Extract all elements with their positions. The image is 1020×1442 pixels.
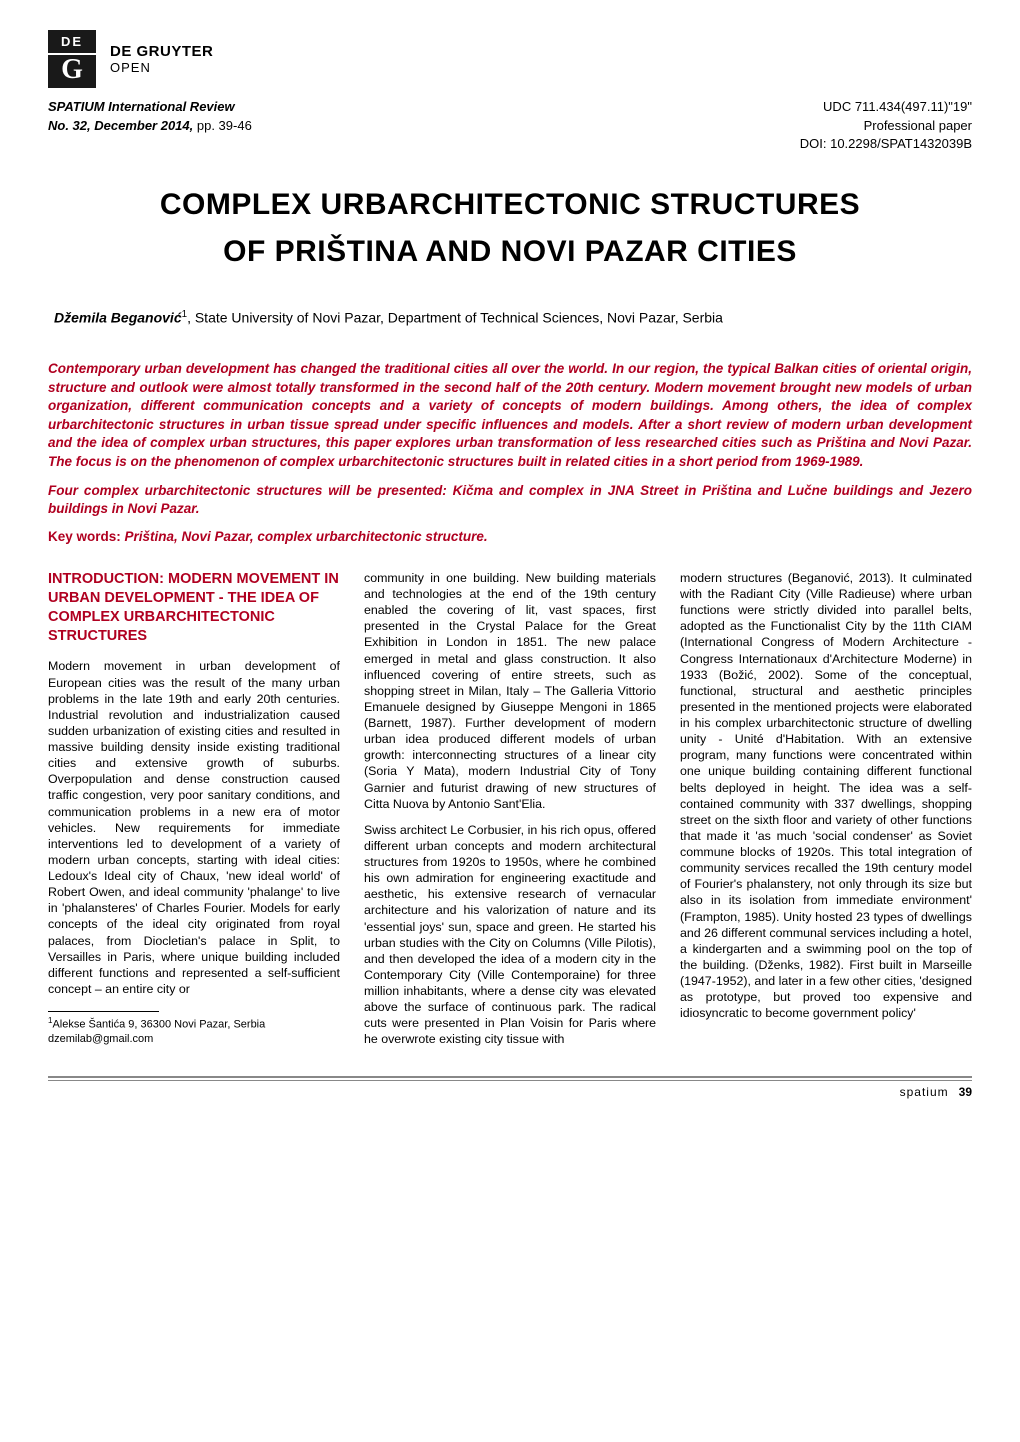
header-right: UDC 711.434(497.11)"19" Professional pap… <box>800 98 972 155</box>
udc: UDC 711.434(497.11)"19" <box>800 98 972 117</box>
footnote-divider <box>48 1011 159 1012</box>
header-row: SPATIUM International Review No. 32, Dec… <box>48 98 972 155</box>
page-footer: spatium 39 <box>48 1076 972 1099</box>
abstract-p1: Contemporary urban development has chang… <box>48 360 972 472</box>
abstract: Contemporary urban development has chang… <box>48 360 972 519</box>
title-line-2: OF PRIŠTINA AND NOVI PAZAR CITIES <box>223 235 797 268</box>
column-3: modern structures (Beganović, 2013). It … <box>680 570 972 1058</box>
issue-line: No. 32, December 2014, pp. 39-46 <box>48 117 252 136</box>
paper-type: Professional paper <box>800 117 972 136</box>
journal-italic: SPATIUM International Review <box>48 99 235 114</box>
author-line: Džemila Beganović1, State University of … <box>48 309 972 326</box>
journal-name: SPATIUM International Review <box>48 98 252 117</box>
footer-page-number: 39 <box>959 1085 972 1099</box>
col3-p1: modern structures (Beganović, 2013). It … <box>680 570 972 1022</box>
publisher-logo: DE G <box>48 30 96 88</box>
issue-italic: No. 32, December 2014, <box>48 118 193 133</box>
footnote-email: dzemilab@gmail.com <box>48 1033 153 1045</box>
header-left: SPATIUM International Review No. 32, Dec… <box>48 98 252 136</box>
logo-de-text: DE <box>48 30 96 53</box>
keywords-line: Key words: Priština, Novi Pazar, complex… <box>48 529 972 544</box>
doi: DOI: 10.2298/SPAT1432039B <box>800 135 972 154</box>
section-heading: INTRODUCTION: MODERN MOVEMENT IN URBAN D… <box>48 570 340 647</box>
col2-p1: community in one building. New building … <box>364 570 656 812</box>
body-columns: INTRODUCTION: MODERN MOVEMENT IN URBAN D… <box>48 570 972 1058</box>
keywords-text: Priština, Novi Pazar, complex urbarchite… <box>121 529 488 544</box>
publisher-logo-row: DE G DE GRUYTER OPEN <box>48 30 972 88</box>
footer-label: spatium <box>900 1085 949 1099</box>
issue-pages: pp. 39-46 <box>197 118 252 133</box>
col2-p2: Swiss architect Le Corbusier, in his ric… <box>364 822 656 1048</box>
publisher-name: DE GRUYTER <box>110 43 213 60</box>
keywords-label: Key words: <box>48 529 121 544</box>
column-2: community in one building. New building … <box>364 570 656 1058</box>
paper-title: COMPLEX URBARCHITECTONIC STRUCTURES OF P… <box>48 182 972 275</box>
author-affiliation: , State University of Novi Pazar, Depart… <box>187 310 723 326</box>
footnote-address: Alekse Šantića 9, 36300 Novi Pazar, Serb… <box>52 1019 265 1031</box>
logo-g-text: G <box>48 55 96 88</box>
page-footer-inner: spatium 39 <box>48 1080 972 1099</box>
title-line-1: COMPLEX URBARCHITECTONIC STRUCTURES <box>160 188 860 221</box>
footnote: 1Alekse Šantića 9, 36300 Novi Pazar, Ser… <box>48 1016 340 1046</box>
column-1: INTRODUCTION: MODERN MOVEMENT IN URBAN D… <box>48 570 340 1058</box>
author-name: Džemila Beganović <box>54 310 182 326</box>
col1-p1: Modern movement in urban development of … <box>48 658 340 997</box>
publisher-sub: OPEN <box>110 60 213 75</box>
publisher-text: DE GRUYTER OPEN <box>110 43 213 75</box>
abstract-p2: Four complex urbarchitectonic structures… <box>48 482 972 519</box>
